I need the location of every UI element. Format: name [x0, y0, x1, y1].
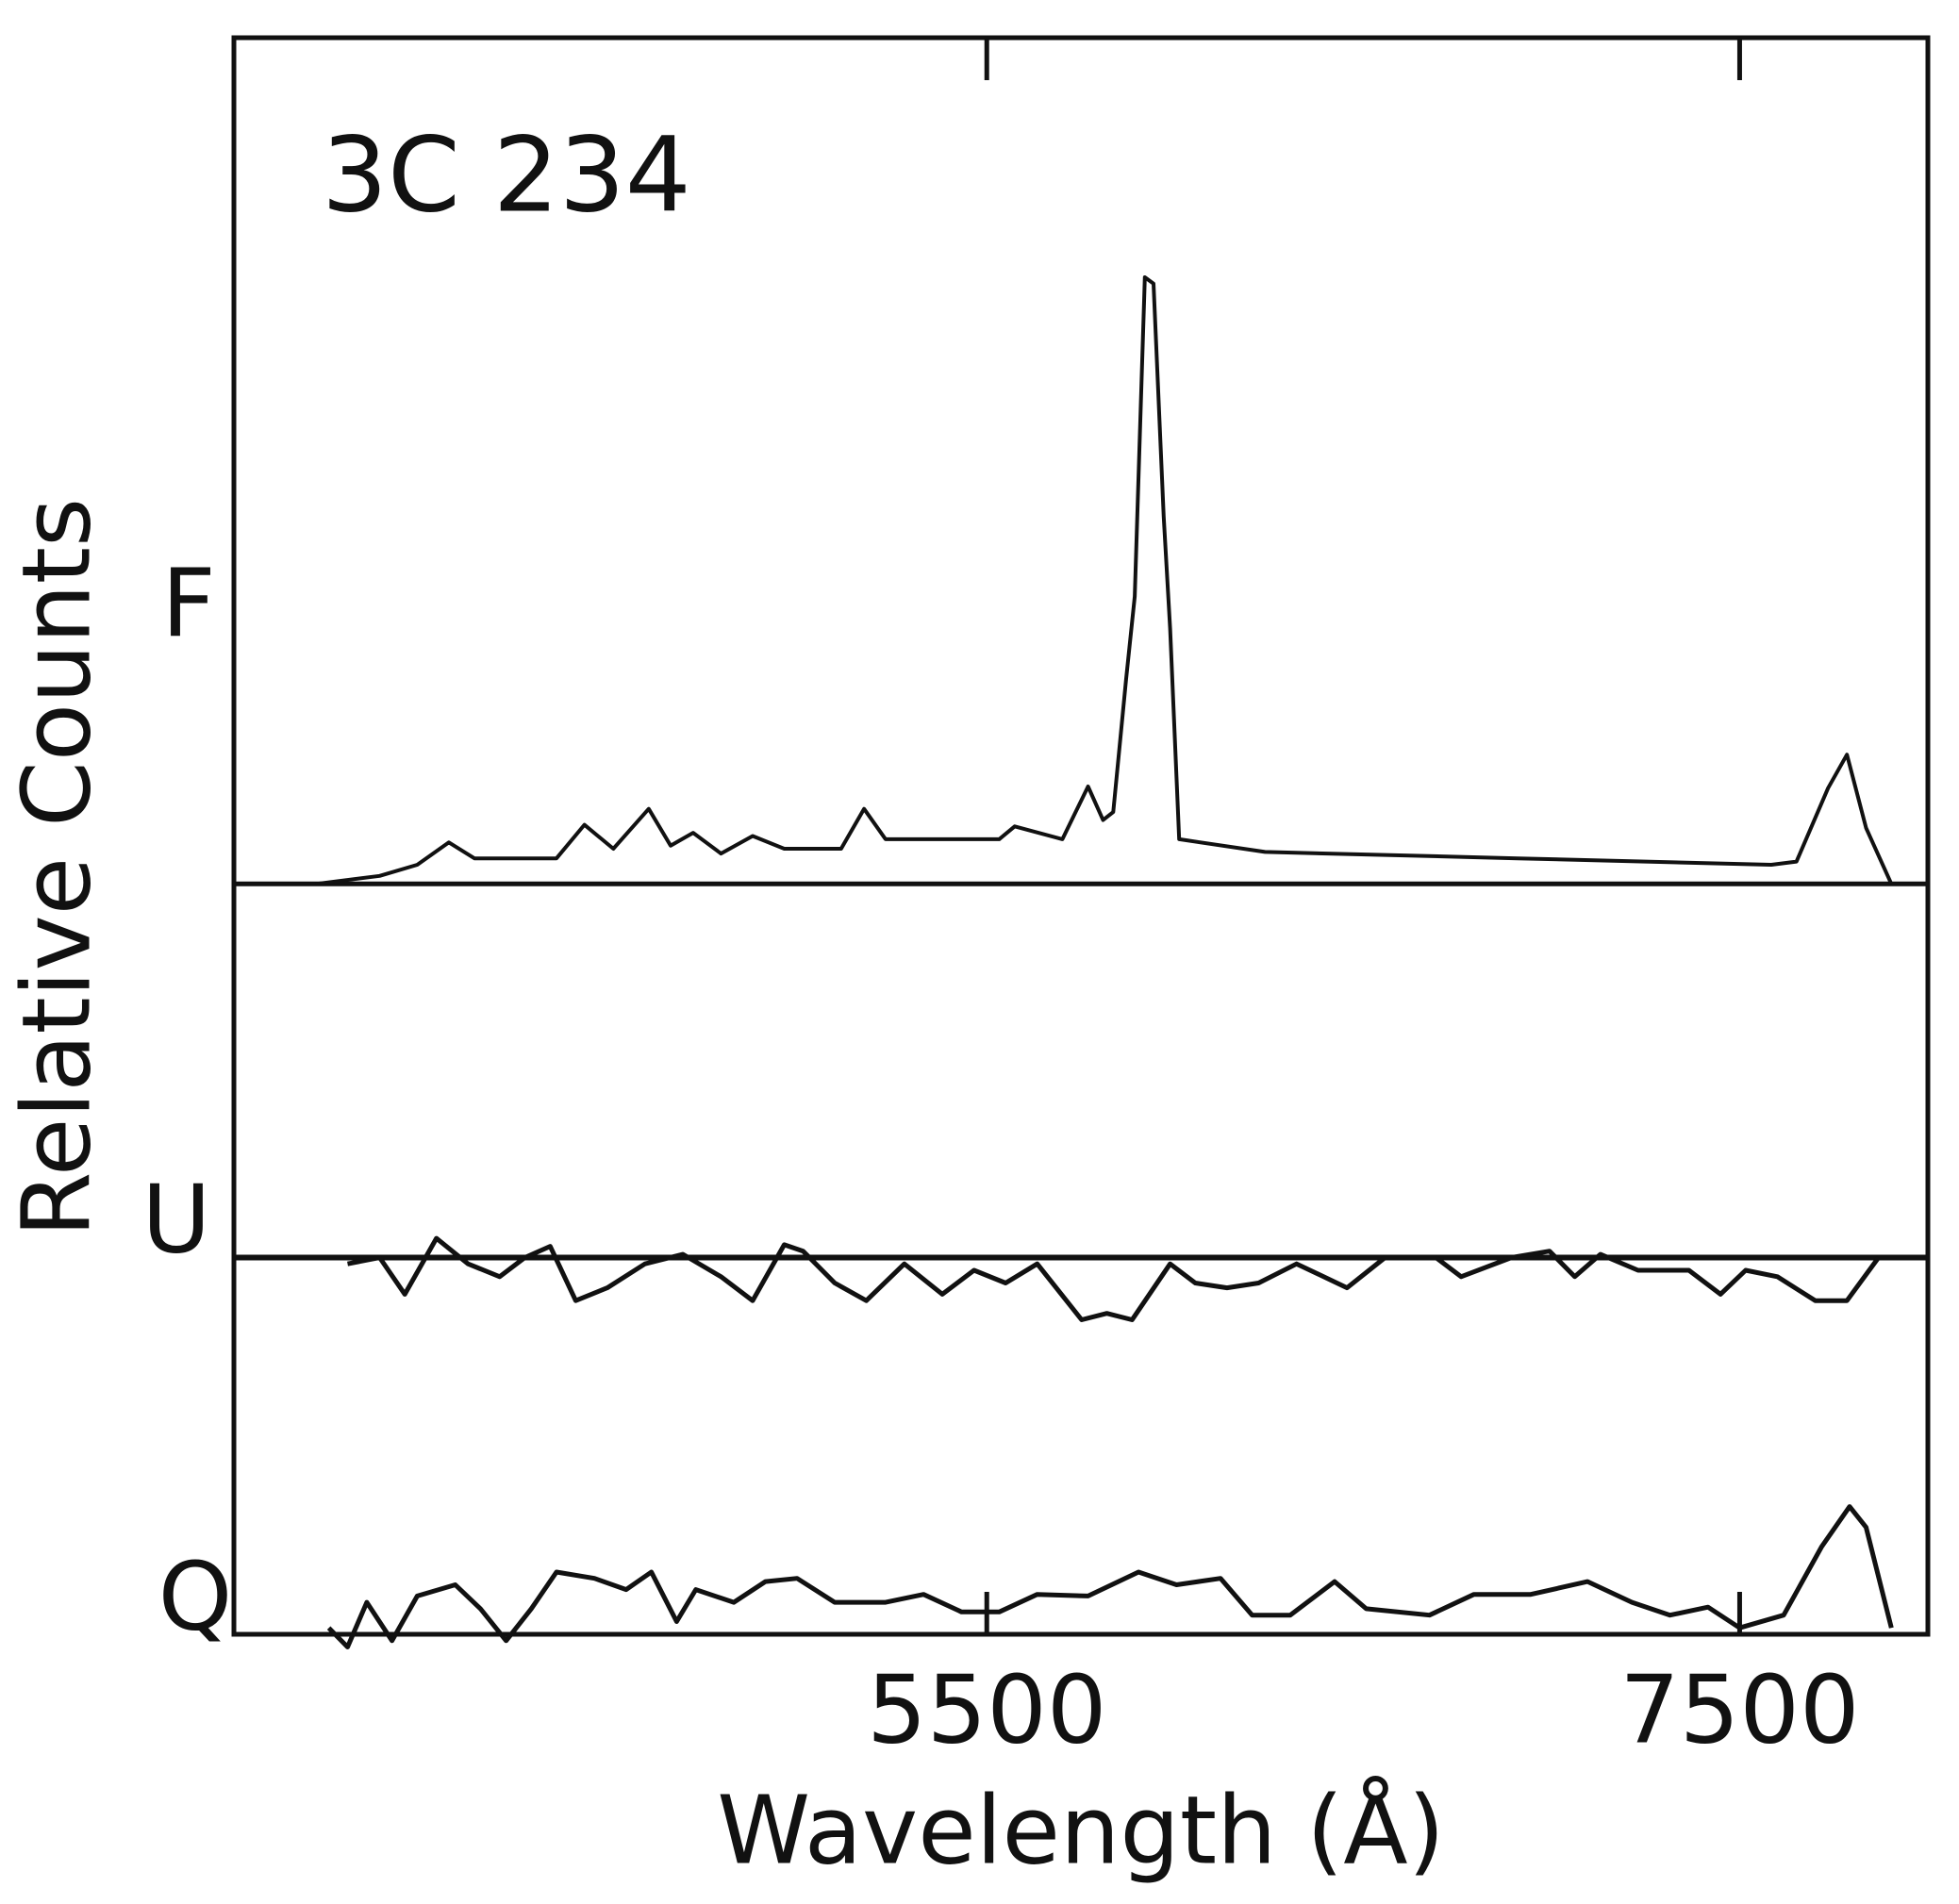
series-line [315, 275, 1894, 886]
series-label: F [161, 548, 216, 658]
series-label: Q [158, 1541, 233, 1651]
x-tick-label: 7500 [1619, 1654, 1860, 1764]
series-label: U [141, 1164, 210, 1274]
y-axis-label: Relative Counts [1, 498, 111, 1237]
series-line [347, 1235, 1881, 1322]
plot-frame [231, 35, 1931, 1637]
chart-title: 3C 234 [322, 114, 691, 235]
series-line [326, 1504, 1894, 1649]
x-axis-label: Wavelength (Å) [717, 1774, 1444, 1885]
x-tick-label: 5500 [867, 1654, 1107, 1764]
